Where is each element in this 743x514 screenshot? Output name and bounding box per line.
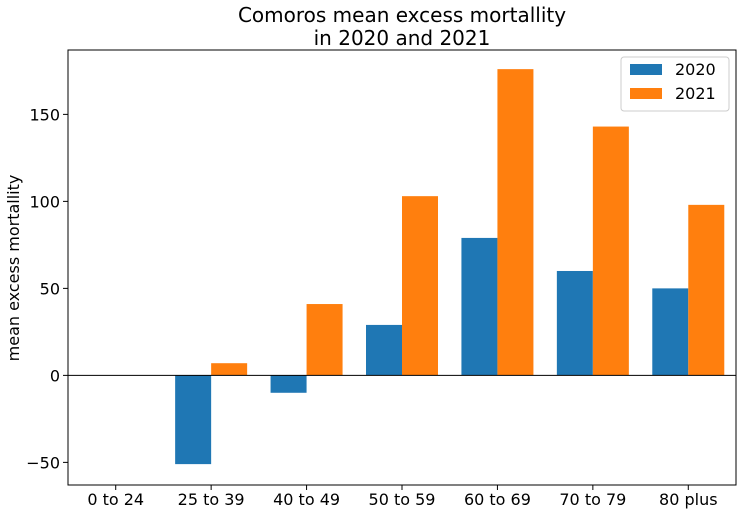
bar-2021-25-to-39	[211, 363, 248, 376]
x-tick-label: 0 to 24	[87, 490, 144, 509]
legend: 2020 2021	[620, 56, 730, 112]
bar-2021-70-to-79	[592, 126, 629, 376]
x-tick-label: 60 to 69	[464, 490, 531, 509]
y-tick-label: −50	[26, 453, 60, 472]
legend-label-2021: 2021	[675, 84, 716, 103]
legend-swatch-2021	[630, 88, 662, 99]
x-tick-label: 50 to 59	[369, 490, 436, 509]
legend-label-2020: 2020	[675, 60, 716, 79]
legend-swatch-2020	[630, 64, 662, 75]
y-axis-label: mean excess mortallity	[4, 175, 23, 362]
plot-frame	[67, 49, 737, 486]
y-tick-label: 50	[40, 279, 60, 298]
chart-title-line-2: in 2020 and 2021	[314, 26, 491, 50]
chart-title-line-1: Comoros mean excess mortallity	[238, 3, 566, 27]
y-tick-label: 0	[50, 366, 60, 385]
bar-2021-80-plus	[688, 204, 725, 376]
y-tick-label: 150	[29, 105, 60, 124]
x-tick-label: 25 to 39	[178, 490, 245, 509]
bar-2020-50-to-59	[366, 324, 402, 376]
bar-2020-80-plus	[652, 288, 689, 376]
bar-2020-70-to-79	[556, 270, 593, 376]
bars-group	[175, 69, 725, 465]
bar-2021-60-to-69	[497, 69, 534, 376]
bar-2021-50-to-59	[402, 196, 438, 376]
x-tick-label: 40 to 49	[273, 490, 340, 509]
bar-2020-40-to-49	[270, 375, 307, 393]
x-tick-label: 80 plus	[659, 490, 718, 509]
x-tick-label: 70 to 79	[559, 490, 626, 509]
bar-2020-60-to-69	[461, 237, 498, 376]
x-axis-ticks: 0 to 24 25 to 39 40 to 49 50 to 59 60 to 69 7…	[87, 485, 718, 509]
bar-2020-25-to-39	[175, 375, 212, 465]
y-axis-ticks: −50 0 50 100 150	[26, 105, 68, 472]
chart-title: Comoros mean excess mortallity in 2020 a…	[238, 3, 566, 50]
bar-2021-40-to-49	[306, 304, 343, 376]
y-tick-label: 100	[29, 192, 60, 211]
